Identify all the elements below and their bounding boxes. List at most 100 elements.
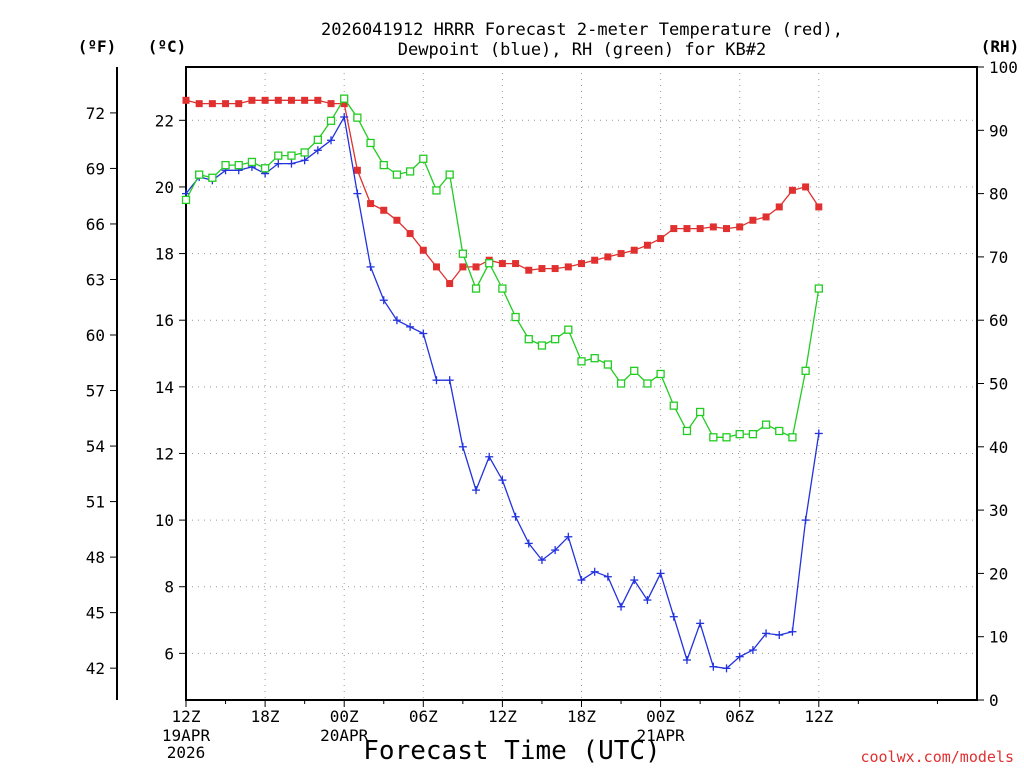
dewpoint-point xyxy=(353,189,362,198)
rh-point xyxy=(326,116,336,125)
temperature-point xyxy=(472,263,480,271)
temperature-point xyxy=(182,96,190,104)
rh-tick-label: 0 xyxy=(989,691,999,710)
dewpoint-point xyxy=(762,629,771,638)
rh-point xyxy=(445,170,454,179)
x-tick-label: 06Z xyxy=(725,707,754,726)
temperature-point xyxy=(578,260,585,268)
dewpoint-point xyxy=(696,619,705,628)
temperature-point xyxy=(432,263,440,271)
dewpoint-point xyxy=(498,476,507,485)
x-tick-label: 06Z xyxy=(409,707,438,726)
temperature-point xyxy=(248,96,256,104)
rh-point xyxy=(366,138,375,148)
fahrenheit-tick-label: 72 xyxy=(86,104,105,123)
dewpoint-point xyxy=(274,159,283,168)
temperature-point xyxy=(419,246,427,254)
temperature-point xyxy=(274,96,282,104)
rh-point xyxy=(485,259,494,268)
rh-point xyxy=(340,94,349,103)
x-tick-label: 12Z xyxy=(172,707,201,726)
celsius-unit-label: (ºC) xyxy=(148,37,187,56)
dewpoint-point xyxy=(814,429,823,438)
rh-point xyxy=(392,170,402,179)
temperature-point xyxy=(564,263,572,271)
axes xyxy=(110,66,984,707)
temperature-point xyxy=(459,263,467,271)
dewpoint-point xyxy=(511,512,520,521)
dewpoint-point xyxy=(432,376,441,385)
rh-tick-label: 40 xyxy=(989,438,1008,457)
rh-point xyxy=(524,335,533,344)
celsius-tick-label: 20 xyxy=(155,178,174,197)
dewpoint-point xyxy=(379,296,388,305)
temperature-point xyxy=(261,96,269,104)
temperature-point xyxy=(657,235,665,243)
temperature-point xyxy=(525,266,533,274)
rh-point xyxy=(405,167,415,176)
dewpoint-point xyxy=(656,569,665,578)
dewpoint-point xyxy=(340,112,349,121)
celsius-tick-label: 6 xyxy=(164,644,174,663)
rh-point xyxy=(195,170,204,179)
dewpoint-point xyxy=(722,664,731,673)
celsius-tick-label: 12 xyxy=(155,444,174,463)
temperature-point xyxy=(683,225,691,233)
dewpoint-point xyxy=(617,602,626,611)
x-tick-label: 18Z xyxy=(567,707,596,726)
celsius-tick-label: 18 xyxy=(155,245,174,264)
rh-point xyxy=(260,164,270,173)
x-tick-label: 18Z xyxy=(251,707,280,726)
temperature-point xyxy=(512,260,520,268)
fahrenheit-unit-label: (ºF) xyxy=(78,37,117,56)
rh-point xyxy=(537,341,547,350)
rh-point xyxy=(682,426,692,436)
rh-point xyxy=(353,113,362,122)
dewpoint-point xyxy=(445,376,454,385)
temperature-point xyxy=(222,100,230,108)
dewpoint-point xyxy=(458,442,467,451)
temperature-point xyxy=(340,100,348,108)
temperature-point xyxy=(604,253,612,261)
temperature-point xyxy=(591,256,599,264)
fahrenheit-tick-label: 48 xyxy=(86,548,105,567)
rh-point xyxy=(761,420,771,429)
temperature-point xyxy=(802,183,810,191)
temperature-point xyxy=(538,265,546,273)
dewpoint-point xyxy=(603,572,612,581)
rh-unit-label: (RH) xyxy=(981,37,1020,56)
x-year-label: 2026 xyxy=(167,743,206,762)
rh-tick-label: 60 xyxy=(989,311,1008,330)
dewpoint-point xyxy=(406,322,415,331)
dewpoint-point xyxy=(669,612,678,621)
rh-point xyxy=(735,429,744,439)
temperature-point xyxy=(367,200,375,208)
rh-point xyxy=(274,151,283,160)
rh-point xyxy=(498,284,507,293)
rh-point xyxy=(748,429,758,439)
chart-title-line2: Dewpoint (blue), RH (green) for KB#2 xyxy=(398,40,766,60)
rh-point xyxy=(458,249,468,258)
series-line xyxy=(185,97,820,439)
rh-point xyxy=(181,195,191,205)
dewpoint-point xyxy=(788,627,797,636)
temperature-point xyxy=(406,230,414,238)
dewpoint-point xyxy=(709,662,718,671)
rh-tick-label: 100 xyxy=(989,58,1018,77)
rh-point xyxy=(287,151,296,160)
dewpoint-point xyxy=(801,516,810,525)
x-date-label: 20APR xyxy=(320,726,369,745)
celsius-tick-label: 16 xyxy=(155,311,174,330)
rh-point xyxy=(577,357,586,366)
dewpoint-point xyxy=(590,567,599,576)
dewpoint-point xyxy=(366,262,375,271)
rh-point xyxy=(814,284,823,293)
fahrenheit-tick-label: 66 xyxy=(86,215,105,234)
rh-point xyxy=(590,354,599,363)
rh-point xyxy=(722,433,731,442)
temperature-point xyxy=(551,265,559,273)
rh-point xyxy=(709,433,718,442)
rh-tick-label: 80 xyxy=(989,185,1008,204)
rh-point xyxy=(313,135,322,144)
